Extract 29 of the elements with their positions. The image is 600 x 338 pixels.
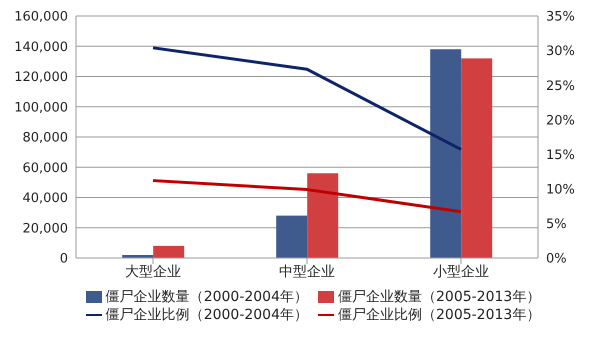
y-tick-label: 60,000	[22, 160, 68, 176]
y2-tick-label: 0%	[546, 252, 567, 267]
y2-tick-label: 25%	[546, 78, 575, 94]
legend-label: 僵尸企业比例（2000-2004年）	[106, 307, 308, 323]
bar	[307, 173, 338, 258]
y-tick-label: 80,000	[22, 130, 68, 146]
x-tick-label: 小型企业	[433, 264, 489, 280]
y2-tick-label: 20%	[546, 113, 575, 128]
y-tick-label: 100,000	[14, 100, 68, 116]
legend-label: 僵尸企业比例（2005-2013年）	[338, 307, 540, 323]
y-tick-label: 140,000	[14, 40, 68, 55]
y-tick-label: 120,000	[14, 70, 68, 86]
bar	[430, 49, 462, 258]
legend-label: 僵尸企业数量（2000-2004年）	[106, 289, 308, 305]
y-tick-label: 20,000	[22, 221, 68, 236]
y2-tick-label: 10%	[546, 182, 575, 198]
bar	[461, 58, 492, 258]
bar	[153, 246, 184, 258]
y2-tick-label: 35%	[546, 10, 575, 25]
y2-tick-label: 30%	[546, 44, 575, 60]
y-tick-label: 160,000	[14, 10, 68, 25]
x-tick-label: 大型企业	[125, 264, 181, 280]
y2-tick-label: 5%	[546, 217, 567, 232]
y-tick-label: 0	[60, 252, 68, 267]
bar	[276, 216, 308, 258]
y-tick-label: 40,000	[22, 191, 68, 206]
legend-label: 僵尸企业数量（2005-2013年）	[338, 289, 540, 305]
x-tick-label: 中型企业	[279, 264, 335, 280]
y2-tick-label: 15%	[546, 148, 575, 163]
